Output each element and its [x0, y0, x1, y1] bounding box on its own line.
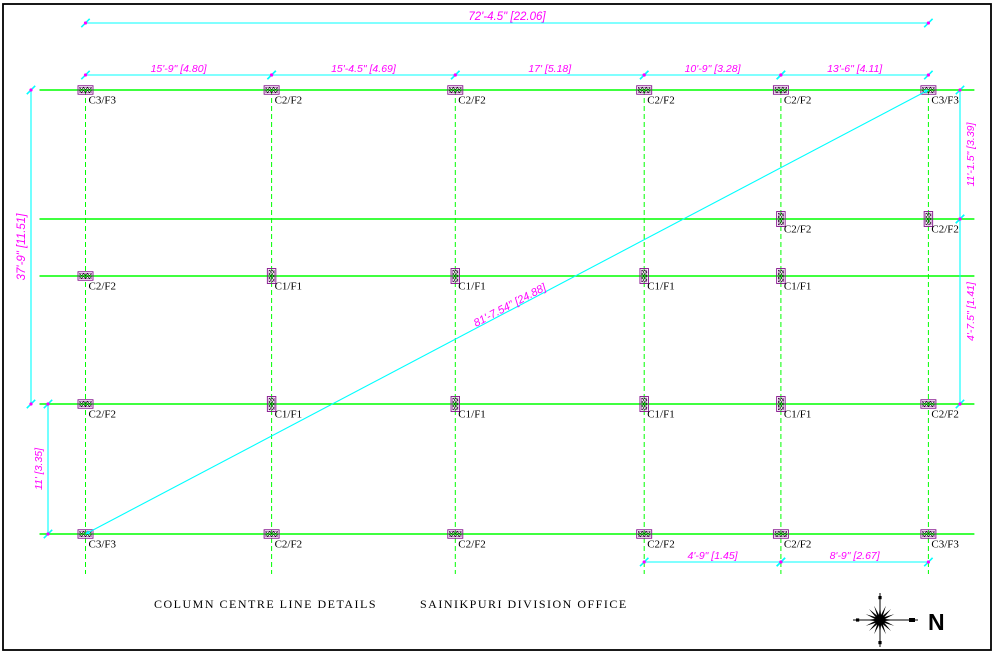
- svg-text:C2/F2: C2/F2: [784, 539, 812, 551]
- svg-text:4'-7.5" [1.41]: 4'-7.5" [1.41]: [965, 281, 977, 341]
- svg-text:15'-9" [4.80]: 15'-9" [4.80]: [151, 63, 208, 75]
- svg-text:N: N: [928, 609, 945, 635]
- svg-text:11' [3.35]: 11' [3.35]: [33, 447, 45, 490]
- svg-text:C1/F1: C1/F1: [275, 281, 303, 293]
- svg-text:C2/F2: C2/F2: [458, 539, 486, 551]
- svg-text:C1/F1: C1/F1: [275, 409, 303, 421]
- svg-text:72'-4.5" [22.06]: 72'-4.5" [22.06]: [468, 11, 546, 23]
- svg-text:COLUMN CENTRE LINE DETAILS: COLUMN CENTRE LINE DETAILS: [154, 597, 377, 611]
- svg-text:13'-6" [4.11]: 13'-6" [4.11]: [827, 63, 883, 75]
- svg-text:C3/F3: C3/F3: [931, 539, 959, 551]
- svg-text:8'-9" [2.67]: 8'-9" [2.67]: [830, 550, 881, 562]
- svg-text:C1/F1: C1/F1: [458, 409, 486, 421]
- svg-text:11'-1.5" [3.39]: 11'-1.5" [3.39]: [965, 121, 977, 186]
- svg-text:C3/F3: C3/F3: [89, 95, 117, 107]
- svg-text:10'-9" [3.28]: 10'-9" [3.28]: [685, 63, 742, 75]
- svg-text:C2/F2: C2/F2: [647, 95, 675, 107]
- svg-text:C2/F2: C2/F2: [647, 539, 675, 551]
- svg-text:C1/F1: C1/F1: [647, 409, 675, 421]
- svg-text:SAINIKPURI DIVISION OFFICE: SAINIKPURI DIVISION OFFICE: [420, 597, 628, 611]
- svg-text:37'-9" [11.51]: 37'-9" [11.51]: [16, 213, 28, 281]
- svg-text:C3/F3: C3/F3: [931, 95, 959, 107]
- svg-text:C2/F2: C2/F2: [275, 539, 303, 551]
- svg-text:C1/F1: C1/F1: [784, 281, 812, 293]
- svg-text:C1/F1: C1/F1: [458, 281, 486, 293]
- svg-text:C1/F1: C1/F1: [784, 409, 812, 421]
- svg-text:C2/F2: C2/F2: [931, 224, 959, 236]
- svg-text:C2/F2: C2/F2: [275, 95, 303, 107]
- svg-text:4'-9" [1.45]: 4'-9" [1.45]: [687, 550, 738, 562]
- svg-text:C2/F2: C2/F2: [89, 409, 117, 421]
- svg-text:C2/F2: C2/F2: [784, 95, 812, 107]
- svg-text:C1/F1: C1/F1: [647, 281, 675, 293]
- svg-text:17' [5.18]: 17' [5.18]: [528, 63, 572, 75]
- svg-text:C2/F2: C2/F2: [784, 224, 812, 236]
- svg-text:C2/F2: C2/F2: [458, 95, 486, 107]
- svg-text:C3/F3: C3/F3: [89, 539, 117, 551]
- svg-text:C2/F2: C2/F2: [931, 409, 959, 421]
- svg-text:15'-4.5" [4.69]: 15'-4.5" [4.69]: [331, 63, 397, 75]
- svg-text:C2/F2: C2/F2: [89, 281, 117, 293]
